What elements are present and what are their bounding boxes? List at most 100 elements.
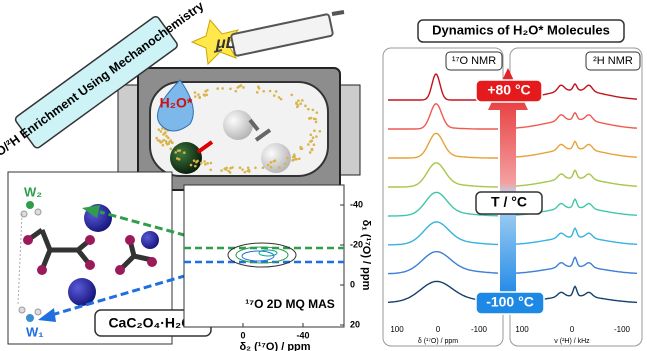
powder-dot: [228, 171, 232, 174]
powder-dot: [189, 163, 193, 167]
drop-label: H₂O*: [160, 95, 193, 111]
tick-label: 0: [240, 330, 245, 340]
powder-dot: [193, 95, 197, 98]
powder-dot: [205, 93, 209, 97]
panel-label-box: [445, 51, 503, 71]
powder-dot: [309, 116, 313, 120]
powder-dot: [274, 90, 278, 93]
powder-dot: [202, 93, 206, 96]
tick-label: 100: [515, 325, 529, 334]
powder-dot: [315, 135, 318, 138]
spectrum: [388, 162, 498, 188]
powder-dot: [203, 160, 206, 163]
powder-dot: [177, 157, 181, 161]
panel-label-box: [585, 51, 641, 71]
powder-dot: [239, 84, 243, 87]
tick-label: -100: [471, 325, 488, 334]
powder-dot: [162, 138, 166, 142]
powder-dot: [194, 164, 197, 168]
mqmas-x-axis: 0 -40: [240, 323, 310, 340]
powder-dot: [308, 151, 312, 154]
temperature-arrow: [488, 68, 528, 298]
spectrum: [514, 140, 638, 158]
powder-dot: [221, 87, 224, 90]
spectrum: [387, 221, 498, 246]
water-label: W₁: [26, 324, 44, 339]
powder-dot: [311, 136, 315, 140]
powder-dot: [193, 91, 197, 94]
powder-dot: [157, 128, 161, 131]
powder-dot: [169, 147, 173, 151]
spectrum: [514, 169, 637, 187]
powder-dot: [269, 165, 273, 169]
tick-label: -40: [296, 330, 309, 340]
powder-dot: [304, 104, 307, 108]
powder-dot: [155, 136, 158, 140]
mqmas-x-label: δ₂ (¹⁷O) / ppm: [239, 341, 310, 351]
powder-dot: [295, 102, 298, 105]
powder-dot: [198, 95, 201, 99]
powder-dot: [167, 136, 170, 140]
temp-low: -100 °C: [486, 294, 534, 310]
powder-dot: [257, 87, 261, 90]
powder-dot: [197, 93, 200, 96]
powder-dot: [292, 153, 296, 156]
powder-dot: [169, 139, 173, 142]
powder-dot: [268, 89, 272, 93]
spectrum: [388, 103, 498, 130]
powder-dot: [224, 168, 228, 171]
tick-label: 0: [350, 279, 355, 289]
powder-dot: [231, 166, 234, 169]
powder-dot: [309, 140, 312, 143]
powder-dot: [315, 111, 319, 114]
powder-dot: [161, 143, 165, 147]
mqmas-y-label: δ₁ (¹⁷O) / ppm: [360, 220, 372, 291]
powder-dot: [291, 158, 295, 162]
powder-dot: [163, 131, 166, 135]
powder-dot: [209, 161, 213, 165]
syringe: [190, 10, 345, 66]
powder-dot: [220, 169, 223, 172]
powder-dot: [206, 162, 209, 165]
temp-high: +80 °C: [487, 82, 530, 98]
powder-dot: [278, 166, 281, 169]
water-label: W₂: [24, 184, 42, 199]
temp-low-box: [475, 291, 545, 315]
powder-dot: [229, 166, 232, 170]
powder-dot: [204, 163, 207, 166]
powder-dot: [183, 151, 186, 154]
powder-dot: [159, 130, 163, 133]
powder-dot: [318, 129, 322, 133]
powder-dot: [156, 139, 160, 142]
powder-dot: [242, 86, 245, 89]
powder-dot: [307, 107, 310, 111]
powder-dot: [301, 99, 304, 102]
powder-dot: [262, 89, 266, 93]
powder-dot: [313, 129, 316, 133]
powder-dot: [269, 161, 273, 164]
powder-dot: [247, 168, 251, 172]
powder-dot: [266, 163, 270, 167]
powder-dot: [167, 142, 170, 145]
powder-dot: [176, 149, 180, 152]
powder-dot: [277, 96, 281, 99]
tick-label: 0: [436, 325, 441, 334]
panel-label: ¹⁷O NMR: [452, 55, 496, 67]
tick-label: 0: [570, 325, 575, 334]
right-title-box: [417, 19, 625, 43]
mqmas-y-axis: -40 -20 0 20: [340, 199, 363, 329]
powder-dot: [295, 105, 299, 109]
right-title: Dynamics of H₂O* Molecules: [432, 22, 610, 37]
spectrum: [387, 251, 499, 275]
powder-dot: [164, 139, 168, 143]
spectrum: [515, 111, 638, 129]
powder-dot: [254, 166, 257, 170]
temp-axis-box: [475, 191, 543, 215]
syringe-unit: μL: [215, 35, 235, 52]
powder-dot: [273, 159, 277, 163]
tick-label: 20: [350, 319, 360, 329]
mqmas-title: ¹⁷O 2D MQ MAS: [245, 297, 335, 311]
powder-dot: [209, 168, 212, 172]
spectra-axes: 100 0 -100 100 0 -100: [390, 325, 630, 334]
powder-dot: [238, 166, 242, 169]
